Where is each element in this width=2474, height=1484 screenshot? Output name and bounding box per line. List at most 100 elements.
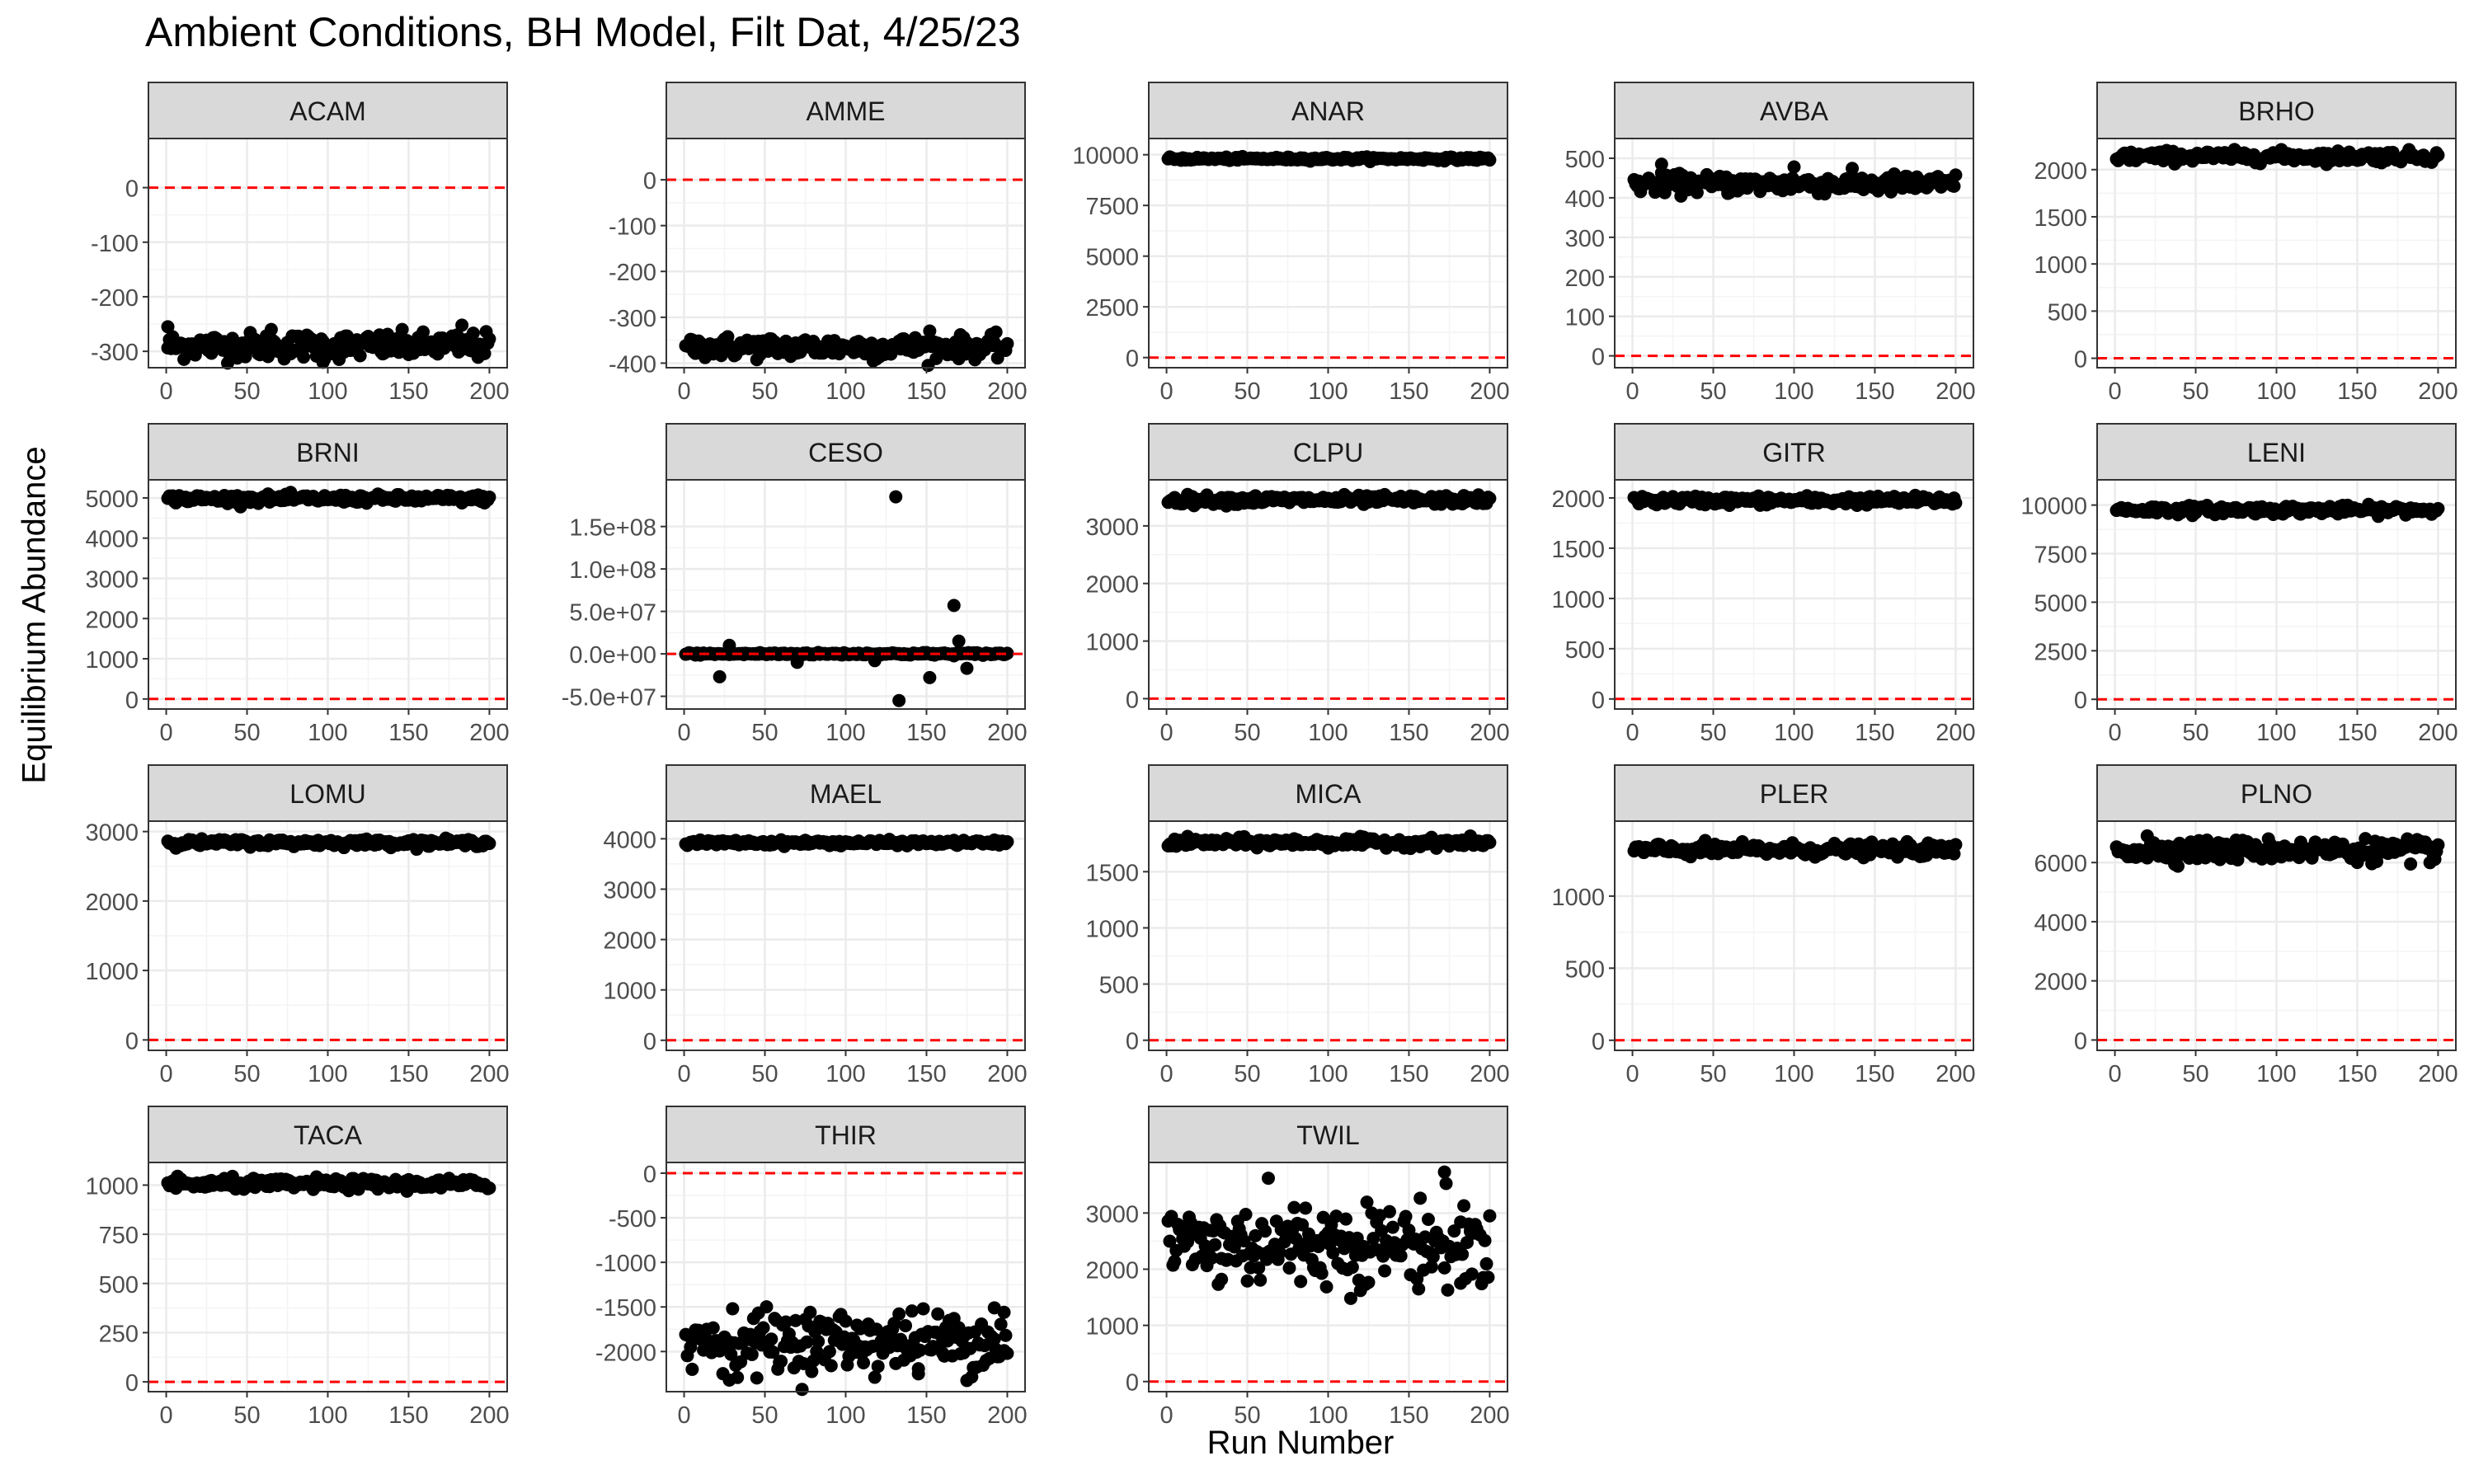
data-point (482, 837, 496, 851)
data-point (810, 1345, 824, 1359)
data-point (706, 1321, 720, 1335)
x-tick-label: 100 (825, 1402, 865, 1429)
facet-strip-label: BRNI (296, 438, 359, 467)
y-tick-label: 1.0e+08 (569, 557, 656, 584)
y-tick-label: 2000 (1551, 486, 1605, 513)
chart-title: Ambient Conditions, BH Model, Filt Dat, … (145, 9, 1021, 55)
x-axis-label: Run Number (1206, 1425, 1395, 1461)
data-point (2140, 829, 2154, 843)
y-tick-label: 0 (643, 1162, 656, 1188)
data-point (868, 654, 882, 668)
y-tick-label: 2500 (2034, 639, 2087, 665)
data-point (766, 1345, 780, 1359)
y-tick-label: 3000 (1085, 514, 1139, 541)
x-tick-label: 100 (308, 1402, 347, 1429)
x-tick-label: 100 (308, 1061, 347, 1087)
data-point (477, 346, 492, 360)
facet-panel-ceso: CESO -5.0e+07 0.0e+00 5.0e+07 1.0e+08 1.5e+08… (562, 423, 1028, 746)
y-tick-label: 0 (1592, 688, 1605, 714)
x-tick-label: 100 (825, 720, 865, 746)
x-tick-label: 0 (677, 1061, 690, 1087)
x-tick-label: 50 (233, 1402, 260, 1429)
data-point (684, 1341, 698, 1355)
y-tick-label: 1500 (2034, 205, 2087, 232)
x-tick-label: 100 (1308, 1402, 1348, 1429)
x-tick-label: 150 (1855, 378, 1894, 405)
data-point (1382, 1205, 1396, 1219)
data-point (2231, 852, 2245, 866)
data-point (795, 1383, 809, 1397)
facet-strip-label: AMME (807, 96, 886, 126)
data-point (1421, 1212, 1435, 1226)
data-point (1478, 1233, 1492, 1247)
x-tick-label: 50 (751, 378, 778, 405)
facet-panel-mica: MICA 0 500 1000 1500 0 50 100 150 200 (1085, 764, 1510, 1087)
y-tick-label: 3000 (1085, 1201, 1139, 1228)
data-point (416, 325, 430, 339)
y-tick-label: 0 (1126, 1370, 1139, 1397)
data-point (1483, 1209, 1497, 1223)
facet-strip (2096, 82, 2457, 139)
y-tick-label: 0 (2074, 688, 2087, 714)
y-tick-label: 0 (125, 1370, 139, 1397)
x-tick-label: 200 (1470, 720, 1509, 746)
data-point (916, 1302, 930, 1316)
y-tick-label: 1000 (85, 647, 139, 674)
data-point (805, 1364, 819, 1378)
y-tick-label: 4000 (85, 527, 139, 553)
data-point (1252, 1261, 1266, 1275)
data-point (2431, 148, 2445, 162)
x-tick-label: 150 (1389, 1402, 1428, 1429)
facet-panel-clpu: CLPU 0 1000 2000 3000 0 50 100 150 200 (1085, 423, 1510, 746)
x-tick-label: 0 (1159, 720, 1173, 746)
y-tick-label: 6000 (2034, 851, 2087, 877)
facet-panel-gitr: GITR 0 500 1000 1500 2000 0 50 100 150 200 (1551, 423, 1976, 746)
data-point (1457, 1199, 1471, 1213)
x-tick-label: 100 (1774, 378, 1813, 405)
facet-panel-brni: BRNI 0 1000 2000 3000 4000 5000 0 50 100 150 200 (85, 423, 510, 746)
y-tick-label: 500 (99, 1272, 139, 1298)
y-tick-label: 2000 (2034, 970, 2087, 996)
y-tick-label: 1000 (85, 1173, 139, 1200)
data-point (913, 1343, 927, 1357)
y-tick-label: 1000 (1551, 885, 1605, 911)
x-tick-label: 50 (2182, 1061, 2208, 1087)
facet-panel-twil: TWIL 0 1000 2000 3000 0 50 100 150 200 (1085, 1106, 1510, 1429)
data-point (1439, 1176, 1453, 1190)
y-tick-label: 0.0e+00 (569, 642, 656, 669)
x-tick-label: 150 (388, 1402, 428, 1429)
facet-panel-anar: ANAR 0 2500 5000 7500 10000 0 50 100 150 200 (1072, 82, 1510, 405)
x-tick-label: 0 (159, 1402, 172, 1429)
x-tick-label: 50 (233, 378, 260, 405)
data-point (1000, 1346, 1014, 1360)
x-tick-label: 50 (2182, 378, 2208, 405)
data-point (1296, 1218, 1310, 1232)
data-point (685, 1362, 699, 1376)
y-tick-label: 0 (643, 1029, 656, 1055)
data-point (1282, 1261, 1296, 1275)
data-point (892, 1307, 906, 1321)
y-tick-label: 0 (2074, 1028, 2087, 1054)
data-point (726, 1302, 740, 1316)
data-point (395, 322, 409, 336)
data-point (811, 1335, 825, 1349)
facet-strip (1614, 764, 1974, 822)
x-tick-label: 100 (308, 378, 347, 405)
x-tick-label: 150 (388, 720, 428, 746)
x-tick-label: 200 (987, 720, 1027, 746)
data-point (1375, 1223, 1389, 1237)
data-point (923, 324, 937, 338)
x-tick-label: 0 (1159, 1402, 1173, 1429)
y-tick-label: 500 (1565, 956, 1605, 983)
x-tick-label: 50 (233, 1061, 260, 1087)
y-tick-label: 5000 (85, 486, 139, 513)
x-tick-label: 150 (906, 720, 946, 746)
y-tick-label: 250 (99, 1321, 139, 1347)
data-point (1412, 1282, 1426, 1296)
data-point (1424, 1260, 1438, 1274)
data-point (1437, 1261, 1451, 1275)
data-point (1787, 160, 1801, 174)
x-tick-label: 200 (1935, 378, 1975, 405)
data-point (822, 1345, 836, 1359)
data-point (1345, 1261, 1359, 1275)
